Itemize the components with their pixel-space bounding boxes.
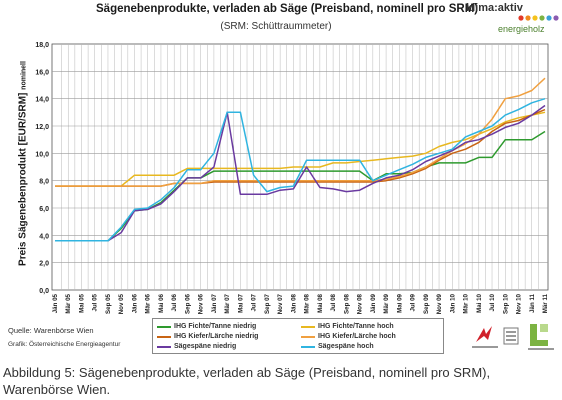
x-tick-label: Nov 05 [118, 293, 125, 314]
x-tick-label: Mär 05 [65, 293, 72, 313]
legend-swatch [157, 345, 171, 348]
l-logo-icon [528, 324, 554, 350]
legend-label: IHG Fichte/Tanne niedrig [174, 323, 257, 330]
legend-item: Sägespäne hoch [301, 341, 374, 352]
x-tick-label: Mär 06 [145, 293, 152, 313]
series-line [55, 104, 546, 242]
x-tick-label: Nov 08 [357, 293, 364, 314]
klima-aktiv-logo: klima:aktiv energieholz [466, 2, 559, 38]
chart-legend: IHG Fichte/Tanne niedrig IHG Fichte/Tann… [152, 318, 444, 354]
legend-item: Sägespäne niedrig [157, 341, 236, 352]
x-tick-label: Mai 10 [476, 293, 483, 312]
y-tick-label: 0,0 [39, 288, 49, 295]
y-tick-label: 8,0 [39, 179, 49, 186]
y-tick-label: 4,0 [39, 233, 49, 240]
ministry-logo-icon [503, 327, 519, 345]
x-tick-label: Jul 07 [251, 293, 258, 311]
y-tick-label: 18,0 [35, 42, 49, 49]
graphic-credit: Grafik: Österreichische Energieagentur [8, 341, 121, 348]
legend-label: IHG Kiefer/Lärche niedrig [174, 333, 259, 340]
x-tick-label: Jän 05 [52, 293, 59, 313]
legend-swatch [301, 335, 315, 338]
logo-dots-icon [518, 15, 559, 21]
y-tick-label: 10,0 [35, 151, 49, 158]
x-tick-label: Jän 06 [131, 293, 138, 313]
x-tick-label: Mai 06 [158, 293, 165, 312]
legend-swatch [301, 345, 315, 348]
chart-title: Sägenebenprodukte, verladen ab Säge (Pre… [96, 3, 479, 15]
x-tick-label: Jul 09 [410, 293, 417, 311]
figure-caption: Abbildung 5: Sägenebenprodukte, verladen… [3, 365, 491, 397]
legend-label: Sägespäne hoch [318, 343, 374, 350]
legend-item: IHG Kiefer/Lärche niedrig [157, 331, 258, 342]
x-tick-label: Jän 10 [449, 293, 456, 313]
legend-item: IHG Kiefer/Lärche hoch [301, 331, 396, 342]
x-tick-label: Sep 10 [502, 293, 509, 314]
x-tick-label: Jän 09 [370, 293, 377, 313]
x-tick-label: Jän 08 [290, 293, 297, 313]
series-line [55, 111, 546, 187]
x-tick-label: Nov 10 [516, 293, 523, 314]
x-tick-label: Jul 05 [92, 293, 99, 311]
legend-label: IHG Fichte/Tanne hoch [318, 323, 394, 330]
y-tick-label: 12,0 [35, 124, 49, 131]
line-chart: 0,0 2,0 4,0 6,0 8,0 10,0 12,0 14,0 16,0 18,0 Jän … [35, 42, 549, 314]
legend-item: IHG Fichte/Tanne hoch [301, 321, 394, 332]
x-tick-label: Mär 10 [463, 293, 470, 313]
x-tick-label: Jul 06 [171, 293, 178, 311]
legend-swatch [301, 325, 315, 328]
legend-item: IHG Fichte/Tanne niedrig [157, 321, 256, 332]
x-tick-label: Mär 11 [542, 293, 549, 313]
legend-swatch [157, 325, 171, 328]
y-tick-label: 16,0 [35, 69, 49, 76]
legend-label: IHG Kiefer/Lärche hoch [318, 333, 396, 340]
x-tick-label: Sep 07 [264, 293, 271, 314]
y-tick-label: 14,0 [35, 97, 49, 104]
x-tick-label: Mai 05 [78, 293, 85, 312]
x-tick-label: Jul 10 [489, 293, 496, 311]
x-tick-label: Nov 09 [436, 293, 443, 314]
partner-logos [472, 324, 554, 350]
x-tick-label: Sep 08 [343, 293, 350, 314]
x-tick-label: Jän 11 [529, 293, 536, 312]
x-tick-label: Sep 09 [423, 293, 430, 314]
chart-subtitle: (SRM: Schüttraummeter) [220, 21, 332, 32]
x-tick-label: Nov 06 [198, 293, 205, 314]
legend-swatch [157, 335, 171, 338]
x-tick-label: Mär 07 [224, 293, 231, 313]
x-tick-label: Jän 07 [211, 293, 218, 313]
logo-name: klima:aktiv [466, 2, 523, 14]
logo-subtitle: energieholz [498, 24, 545, 34]
energy-agency-logo-icon [472, 326, 498, 348]
legend-label: Sägespäne niedrig [174, 343, 237, 350]
series-line [55, 77, 546, 187]
x-tick-label: Mai 07 [237, 293, 244, 312]
source-note: Quelle: Warenbörse Wien [8, 326, 94, 335]
x-tick-label: Sep 06 [184, 293, 191, 314]
x-tick-label: Mai 09 [396, 293, 403, 312]
y-tick-label: 2,0 [39, 261, 49, 268]
x-tick-label: Mär 08 [304, 293, 311, 313]
x-tick-label: Sep 05 [105, 293, 112, 314]
x-tick-label: Mär 09 [383, 293, 390, 313]
x-tick-label: Nov 07 [277, 293, 284, 314]
x-tick-label: Jul 08 [330, 293, 337, 311]
series-line [55, 97, 546, 242]
x-tick-label: Mai 08 [317, 293, 324, 312]
y-tick-label: 6,0 [39, 206, 49, 213]
